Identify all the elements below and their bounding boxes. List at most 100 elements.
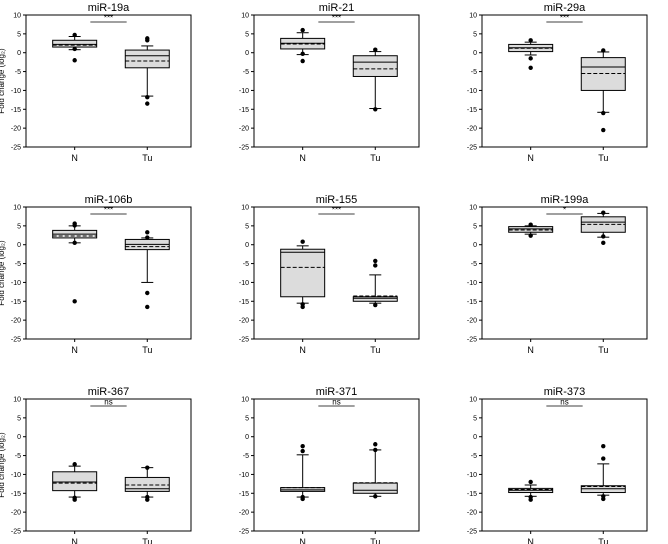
chart-title: miR-29a xyxy=(544,2,586,14)
x-tick-label: Tu xyxy=(598,345,608,355)
y-tick-label: 5 xyxy=(245,415,249,422)
box-iqr xyxy=(508,226,554,233)
significance-label: ns xyxy=(560,398,568,407)
box-n xyxy=(52,462,98,502)
y-tick-label: -10 xyxy=(239,280,249,287)
x-tick-label: N xyxy=(527,537,534,544)
y-tick-label: 0 xyxy=(473,242,477,249)
outlier-point xyxy=(72,497,77,502)
significance-label: *** xyxy=(332,206,341,215)
y-tick-label: -20 xyxy=(467,318,477,325)
y-tick-label: 0 xyxy=(17,434,21,441)
outlier-point xyxy=(528,56,533,61)
outlier-point xyxy=(528,65,533,71)
y-axis-label: Fold change (log₂) xyxy=(0,432,6,498)
x-tick-label: Tu xyxy=(370,153,380,163)
outlier-point xyxy=(145,235,150,240)
outlier-point xyxy=(373,442,378,447)
plot-frame xyxy=(253,206,420,340)
outlier-point xyxy=(300,51,305,57)
y-tick-label: -10 xyxy=(11,280,21,287)
x-tick-label: N xyxy=(71,153,78,163)
box-iqr xyxy=(52,39,98,48)
outlier-point xyxy=(145,230,150,235)
outlier-point xyxy=(300,239,305,244)
y-tick-label: -15 xyxy=(11,107,21,114)
outlier-point xyxy=(145,465,150,470)
y-tick-label: 10 xyxy=(469,397,477,404)
y-tick-label: -10 xyxy=(467,88,477,95)
y-tick-label: -25 xyxy=(11,529,21,536)
y-tick-label: 0 xyxy=(245,434,249,441)
box-iqr xyxy=(580,57,626,91)
panel-mir-106b: miR-106b 10 5 0 -5 -10 -15 -20 -25 Fold change (l… xyxy=(0,194,192,355)
chart-title: miR-106b xyxy=(85,194,133,206)
x-tick-label: Tu xyxy=(142,153,152,163)
y-tick-label: 0 xyxy=(245,242,249,249)
box-tu xyxy=(124,36,170,106)
outlier-point xyxy=(528,479,533,485)
outlier-point xyxy=(601,456,606,461)
outlier-point xyxy=(300,304,305,310)
outlier-point xyxy=(601,210,606,215)
plot-frame xyxy=(481,14,648,148)
y-axis-label: Fold change (log₂) xyxy=(0,48,6,114)
y-tick-label: -15 xyxy=(239,299,249,306)
x-tick-label: N xyxy=(299,537,306,544)
box-n xyxy=(52,221,98,304)
box-n xyxy=(280,443,326,502)
y-tick-label: -25 xyxy=(239,145,249,152)
box-tu xyxy=(124,230,170,310)
chart-title: miR-371 xyxy=(316,386,358,398)
outlier-point xyxy=(373,302,378,308)
outlier-point xyxy=(300,443,305,449)
outlier-point xyxy=(373,494,378,499)
box-iqr xyxy=(352,296,398,302)
chart-title: miR-367 xyxy=(88,386,130,398)
x-tick-label: N xyxy=(299,153,306,163)
chart-title: miR-19a xyxy=(88,2,130,14)
y-tick-label: -10 xyxy=(11,472,21,479)
y-tick-label: 5 xyxy=(245,223,249,230)
y-tick-label: 0 xyxy=(473,50,477,57)
outlier-point xyxy=(528,497,533,502)
y-tick-label: -20 xyxy=(11,126,21,133)
panel-mir-367: miR-367 10 5 0 -5 -10 -15 -20 -25 Fold change (lo… xyxy=(0,386,192,544)
y-tick-label: -15 xyxy=(467,107,477,114)
outlier-point xyxy=(601,110,606,116)
significance-label: *** xyxy=(104,206,113,215)
outlier-point xyxy=(145,95,150,100)
box-tu xyxy=(124,465,170,502)
outlier-point xyxy=(72,58,77,63)
y-tick-label: -5 xyxy=(15,453,21,460)
significance-label: *** xyxy=(332,14,341,23)
y-tick-label: -15 xyxy=(467,299,477,306)
panel-mir-373: miR-373 10 5 0 -5 -10 -15 -20 -25 N Tu ns xyxy=(467,386,648,544)
y-tick-label: -20 xyxy=(239,510,249,517)
y-tick-label: -10 xyxy=(11,88,21,95)
outlier-point xyxy=(72,32,77,38)
box-iqr xyxy=(52,471,98,492)
outlier-point xyxy=(145,304,150,310)
y-tick-label: 10 xyxy=(241,397,249,404)
y-tick-label: 10 xyxy=(241,205,249,212)
y-tick-label: -5 xyxy=(471,69,477,76)
x-tick-label: N xyxy=(527,153,534,163)
y-tick-label: -25 xyxy=(11,337,21,344)
outlier-point xyxy=(72,240,77,246)
plot-frame xyxy=(253,398,420,532)
x-tick-label: N xyxy=(71,537,78,544)
outlier-point xyxy=(601,127,606,133)
y-tick-label: -20 xyxy=(11,510,21,517)
y-tick-label: 5 xyxy=(17,415,21,422)
panel-mir-21: miR-21 10 5 0 -5 -10 -15 -20 -25 N Tu *** xyxy=(239,2,420,163)
x-tick-label: N xyxy=(71,345,78,355)
y-tick-label: 0 xyxy=(17,242,21,249)
box-iqr xyxy=(280,248,326,298)
outlier-point xyxy=(373,447,378,453)
outlier-point xyxy=(300,448,305,454)
plot-frame xyxy=(253,14,420,148)
box-n xyxy=(280,27,326,64)
x-tick-label: Tu xyxy=(142,537,152,544)
